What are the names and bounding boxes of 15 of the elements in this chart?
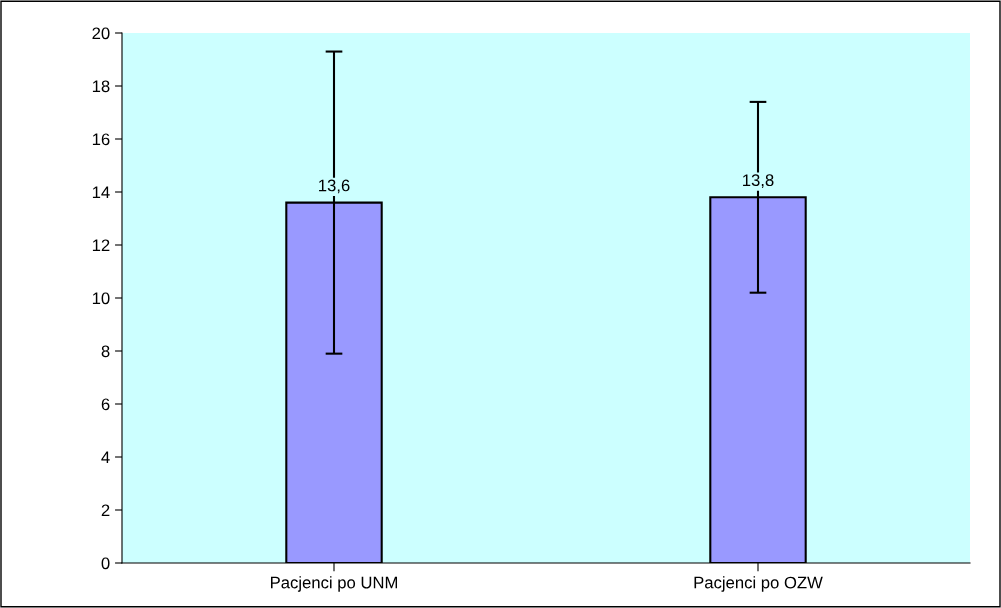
y-tick-label: 20	[92, 27, 110, 40]
y-tick-label: 16	[92, 133, 110, 146]
y-tick-label: 6	[101, 398, 110, 411]
y-tick-label: 8	[101, 345, 110, 358]
y-tick-label: 14	[92, 186, 110, 199]
y-tick-label: 12	[92, 239, 110, 252]
y-tick-label: 10	[92, 292, 110, 305]
y-tick-label: 0	[101, 557, 110, 570]
data-label: 13,8	[743, 174, 774, 189]
y-tick-label: 2	[101, 504, 110, 517]
x-tick-label: Pacjenci po OZW	[694, 576, 823, 592]
y-tick-label: 4	[101, 451, 110, 464]
y-tick-label: 18	[92, 80, 110, 93]
data-label: 13,6	[319, 179, 350, 194]
x-tick-label: Pacjenci po UNM	[270, 576, 398, 592]
